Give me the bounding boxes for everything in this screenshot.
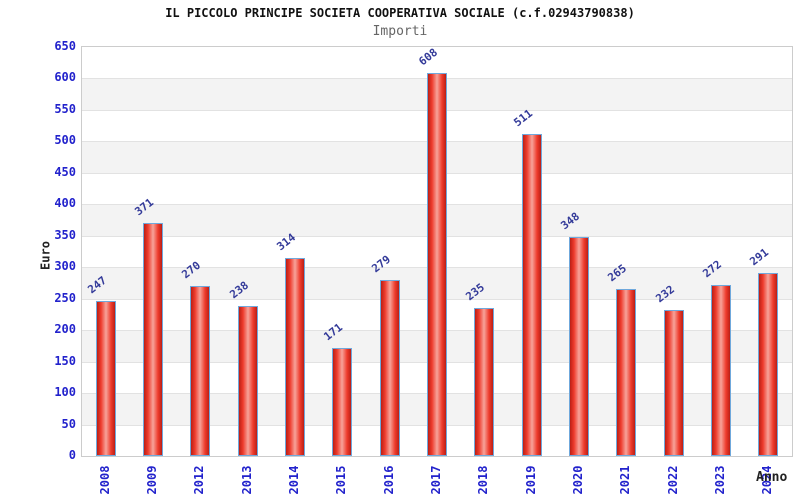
- bar-2015: [332, 348, 353, 456]
- x-tick-label: 2009: [145, 465, 159, 495]
- x-tick-label: 2019: [523, 465, 538, 495]
- y-tick-label: 150: [54, 353, 76, 368]
- x-tick-label: 2014: [287, 465, 301, 495]
- bar-2009: [143, 222, 163, 456]
- y-tick-label: 400: [54, 196, 76, 211]
- x-tick-label: 2020: [571, 465, 585, 495]
- bar-value-label: 291: [747, 245, 772, 269]
- bar-2019: [521, 134, 542, 456]
- x-tick-label: 2013: [239, 465, 254, 495]
- x-tick-label: 2017: [429, 465, 443, 495]
- bar-2008: [95, 300, 116, 456]
- y-tick-label: 250: [54, 290, 76, 305]
- y-tick-label: 300: [54, 259, 76, 274]
- bar-2018: [474, 308, 495, 456]
- bar-2021: [616, 289, 637, 456]
- y-tick-label: 100: [54, 385, 76, 400]
- chart-subtitle: Importi: [372, 24, 428, 39]
- bar-2014: [285, 258, 305, 456]
- y-tick-label: 200: [54, 322, 76, 337]
- bar-2020: [569, 237, 589, 456]
- y-tick-label: 0: [68, 448, 76, 462]
- y-tick-label: 350: [54, 227, 76, 242]
- x-tick-label: 2023: [713, 465, 727, 495]
- y-tick-label: 450: [54, 164, 76, 179]
- bar-2024: [758, 272, 779, 456]
- bar-2016: [379, 280, 400, 456]
- x-tick-label: 2018: [476, 465, 491, 495]
- y-tick-label: 550: [54, 101, 76, 116]
- y-tick-label: 650: [54, 39, 76, 53]
- x-tick-label: 2015: [334, 465, 349, 495]
- bar-2013: [237, 306, 258, 456]
- y-tick-label: 50: [61, 416, 76, 431]
- bar-2012: [190, 286, 211, 456]
- x-tick-label: 2012: [192, 465, 207, 495]
- y-tick-label: 500: [54, 133, 76, 148]
- x-axis-title: Anno: [756, 470, 788, 485]
- bar-2023: [711, 284, 731, 456]
- bar-2017: [427, 73, 447, 456]
- bar-2022: [663, 310, 684, 456]
- y-axis-title: Euro: [38, 241, 53, 270]
- bar-value-label: 608: [416, 46, 441, 69]
- x-tick-label: 2008: [97, 465, 112, 495]
- x-tick-label: 2016: [381, 465, 396, 495]
- plot-area: 247 371 270 238 314 171 279 608 235 511 348 265 232 2…: [81, 46, 793, 457]
- x-tick-label: 2022: [665, 465, 680, 495]
- chart-title: IL PICCOLO PRINCIPE SOCIETA COOPERATIVA …: [165, 6, 635, 20]
- x-tick-label: 2021: [618, 465, 633, 495]
- y-tick-label: 600: [54, 70, 76, 85]
